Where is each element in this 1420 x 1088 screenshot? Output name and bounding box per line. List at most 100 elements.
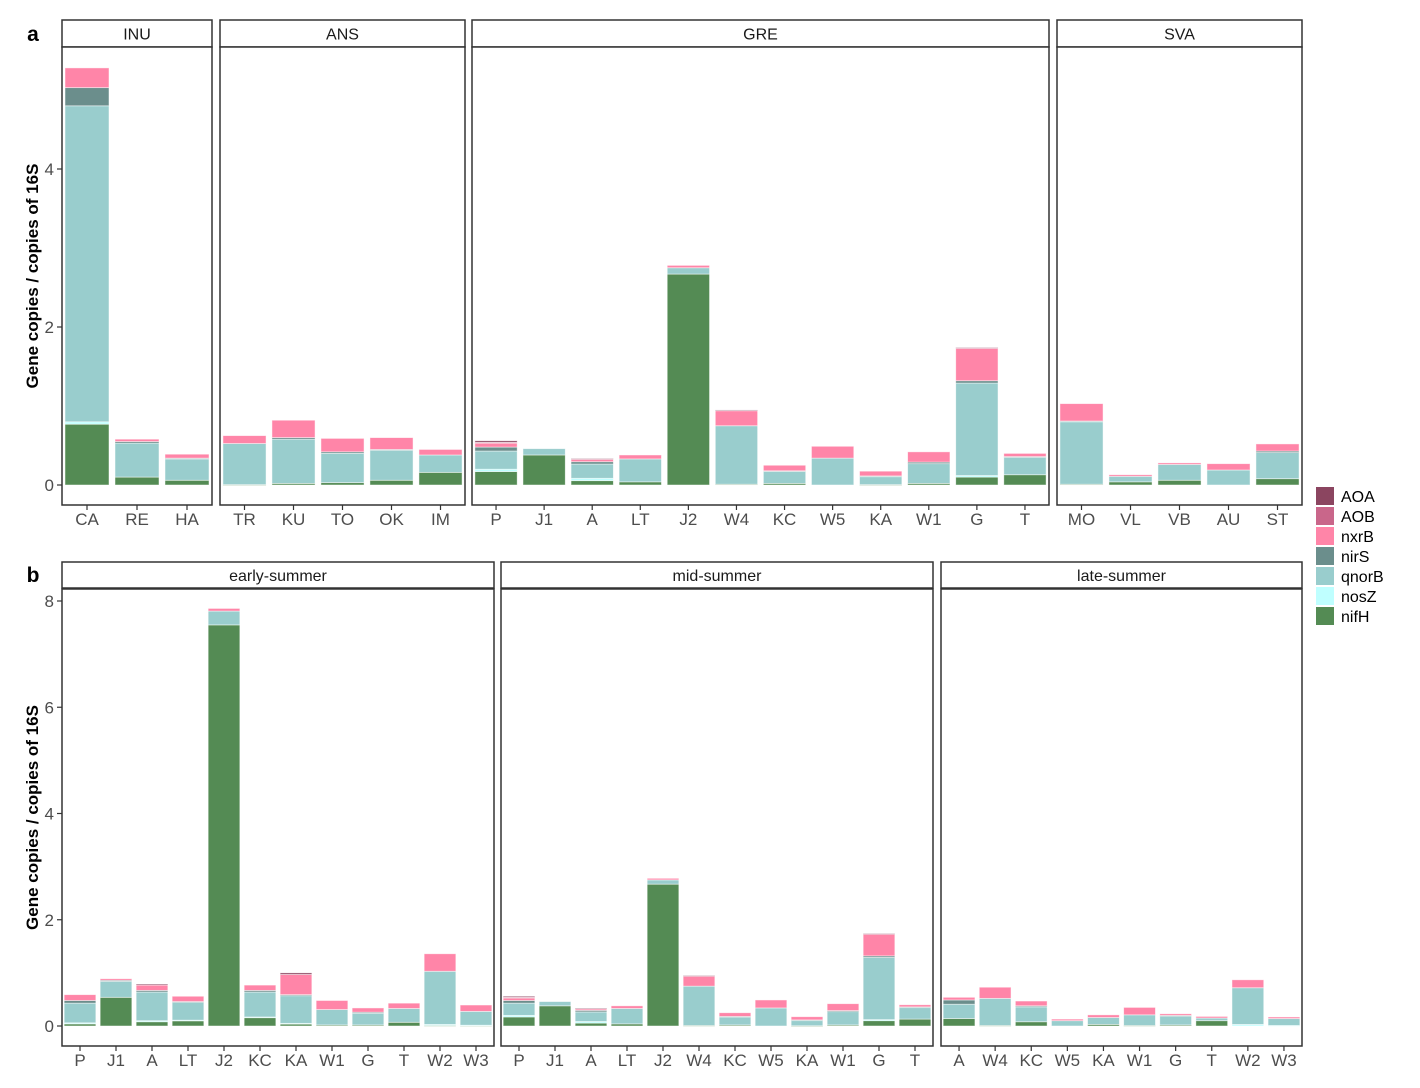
bar-segment-qnorB-HA xyxy=(164,458,210,481)
bar-segment-nxrB-VL xyxy=(1108,474,1153,477)
x-tick-label: W3 xyxy=(463,1051,489,1070)
bar-segment-qnorB-KA xyxy=(859,476,903,486)
bar-segment-nxrB-OK xyxy=(369,437,414,450)
x-tick-label: J1 xyxy=(546,1051,564,1070)
bar-segment-nxrB-VB xyxy=(1157,462,1202,465)
legend-swatch-nirS xyxy=(1316,547,1334,565)
x-tick-label: KC xyxy=(1019,1051,1043,1070)
legend-label-nosZ: nosZ xyxy=(1341,589,1377,606)
facet-GRE: GRE P J1 A LT J2 W4 KC W5 KA W1 G T xyxy=(471,19,1050,529)
bar-segment-nxrB-W2 xyxy=(423,953,457,972)
x-tick-label: KA xyxy=(1092,1051,1115,1070)
x-tick-label: KA xyxy=(285,1051,308,1070)
bar-segment-nxrB-KC xyxy=(243,984,277,991)
facet-panel xyxy=(61,588,495,1047)
legend-swatch-nosZ xyxy=(1316,587,1334,605)
bar-segment-nirS-A xyxy=(942,999,976,1005)
bar-segment-nxrB-W4 xyxy=(682,975,716,987)
x-tick-label: T xyxy=(399,1051,409,1070)
bar-segment-nifH-A xyxy=(942,1018,976,1027)
x-tick-label: W5 xyxy=(758,1051,784,1070)
bar-segment-AOA-G xyxy=(862,933,896,935)
bar-segment-nifH-J1 xyxy=(538,1005,572,1027)
bar-segment-nifH-A xyxy=(135,1021,169,1027)
bar-segment-qnorB-LT xyxy=(171,1001,205,1021)
x-tick-label: LT xyxy=(631,510,650,529)
bar-segment-nxrB-W2 xyxy=(1231,979,1265,989)
bar-segment-nxrB-KC xyxy=(762,464,807,472)
bar-segment-qnorB-AU xyxy=(1206,469,1251,486)
bar-segment-nifH-VB xyxy=(1157,479,1202,486)
x-tick-label: KA xyxy=(869,510,892,529)
bar-segment-nxrB-J2 xyxy=(666,264,710,269)
x-tick-label: T xyxy=(1020,510,1030,529)
x-tick-label: AU xyxy=(1217,510,1241,529)
bar-segment-nifH-T xyxy=(387,1021,421,1027)
facet-INU: INU CA RE HA xyxy=(61,19,213,529)
x-tick-label: G xyxy=(872,1051,885,1070)
x-tick-label: P xyxy=(513,1051,524,1070)
bar-segment-qnorB-P xyxy=(63,1002,97,1024)
bar-segment-AOA-KA xyxy=(279,972,313,975)
bar-segment-nifH-LT xyxy=(618,481,662,486)
x-tick-label: LT xyxy=(179,1051,198,1070)
facet-title: mid-summer xyxy=(673,568,763,585)
x-tick-label: HA xyxy=(175,510,199,529)
bar-segment-nifH-G xyxy=(955,476,999,486)
bar-segment-nifH-ST xyxy=(1255,478,1300,486)
bar-segment-nxrB-G xyxy=(1159,1013,1192,1016)
bar-segment-qnorB-TO xyxy=(320,452,365,484)
bar-segment-qnorB-W1 xyxy=(907,463,951,484)
bar-segment-nxrB-W1 xyxy=(1123,1007,1156,1016)
bar-segment-qnorB-KC xyxy=(762,471,807,484)
bar-segment-nxrB-G xyxy=(351,1007,385,1013)
x-tick-label: KU xyxy=(282,510,306,529)
facet-panel xyxy=(219,46,466,506)
bar-segment-nifH-J1 xyxy=(522,454,566,486)
bar-segment-nifH-J2 xyxy=(207,624,241,1027)
bar-segment-nifH-G xyxy=(862,1020,896,1027)
facet-title: GRE xyxy=(743,27,778,44)
legend-label-nxrB: nxrB xyxy=(1341,529,1374,546)
facet-panel xyxy=(500,588,934,1047)
facet-panel xyxy=(471,46,1050,506)
bar-segment-nxrB-W3 xyxy=(1267,1016,1301,1019)
x-tick-label: KC xyxy=(723,1051,747,1070)
bar-segment-qnorB-KU xyxy=(271,438,316,484)
x-tick-label: P xyxy=(490,510,501,529)
facet-title: late-summer xyxy=(1077,568,1167,585)
bar-segment-nxrB-LT xyxy=(610,1005,644,1009)
bar-segment-qnorB-W2 xyxy=(423,970,457,1025)
bar-segment-qnorB-J1 xyxy=(522,448,566,456)
bar-segment-nxrB-ST xyxy=(1255,443,1300,452)
legend-label-AOA: AOA xyxy=(1341,489,1375,506)
bar-segment-nxrB-KA xyxy=(859,470,903,477)
bar-segment-AOA-P xyxy=(474,440,518,443)
bar-segment-nxrB-J2 xyxy=(207,608,241,612)
bar-segment-qnorB-IM xyxy=(418,454,463,473)
bar-segment-nxrB-W1 xyxy=(826,1003,860,1011)
x-tick-label: J2 xyxy=(679,510,697,529)
bar-segment-AOA-A xyxy=(570,458,614,460)
bar-segment-nxrB-KA xyxy=(279,974,313,996)
y-tick-label: 8 xyxy=(45,592,54,611)
x-tick-label: W3 xyxy=(1271,1051,1297,1070)
bar-segment-qnorB-W3 xyxy=(1267,1018,1301,1026)
bar-segment-qnorB-W1 xyxy=(315,1009,349,1026)
legend-label-qnorB: qnorB xyxy=(1341,569,1384,586)
facet-ANS: ANS TR KU TO OK IM xyxy=(219,19,466,529)
x-tick-label: W1 xyxy=(830,1051,856,1070)
bar-segment-nxrB-T xyxy=(898,1004,932,1008)
x-tick-label: G xyxy=(361,1051,374,1070)
x-tick-label: IM xyxy=(431,510,450,529)
bar-segment-qnorB-KC xyxy=(718,1016,752,1026)
bar-segment-qnorB-J1 xyxy=(538,1001,572,1007)
facet-title: ANS xyxy=(326,27,359,44)
x-tick-label: T xyxy=(910,1051,920,1070)
bar-segment-nxrB-W1 xyxy=(907,451,951,463)
bar-segment-nifH-J1 xyxy=(99,996,133,1027)
bar-segment-nifH-T xyxy=(898,1018,932,1027)
bar-segment-nxrB-IM xyxy=(418,449,463,456)
bar-segment-nifH-OK xyxy=(369,479,414,486)
x-tick-label: A xyxy=(146,1051,158,1070)
